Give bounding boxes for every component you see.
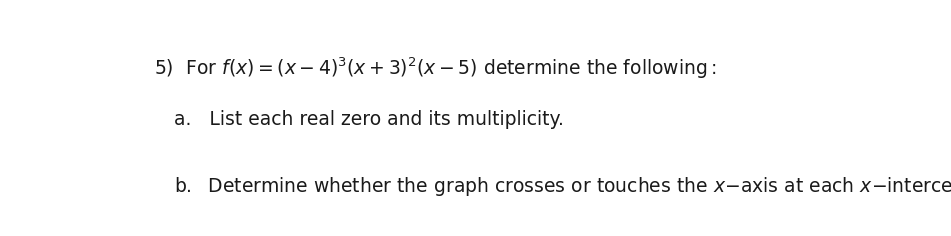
Text: $\mathsf{5) \ \ For}\ f(x) = (x-4)^3(x+3)^2(x-5)\ \mathsf{determine\ the\ follow: $\mathsf{5) \ \ For}\ f(x) = (x-4)^3(x+3… — [154, 55, 717, 81]
Text: $\mathsf{b. \ \ Determine\ whether\ the\ graph\ crosses\ or\ touches\ the}\ x\ma: $\mathsf{b. \ \ Determine\ whether\ the\… — [174, 175, 951, 198]
Text: a.   List each real zero and its multiplicity.: a. List each real zero and its multiplic… — [174, 110, 564, 129]
